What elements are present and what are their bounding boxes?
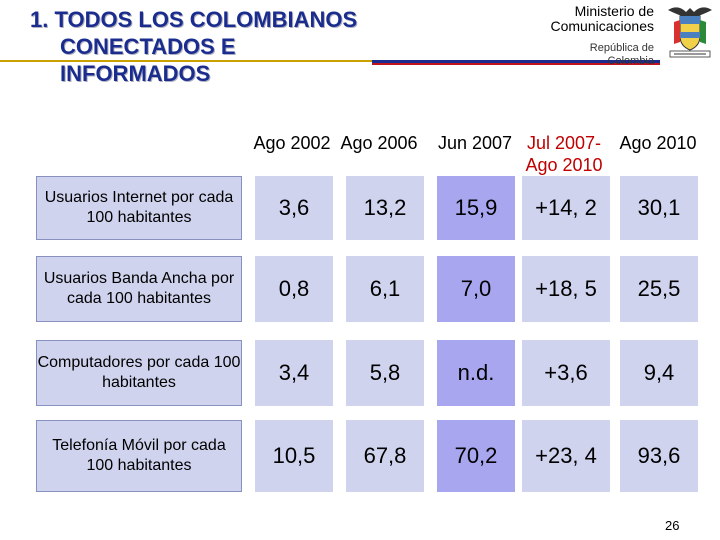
republic-line-2: Colombia bbox=[607, 55, 654, 67]
cell-computers-change: +3,6 bbox=[522, 340, 610, 406]
title-line-3: INFORMADOS bbox=[60, 61, 211, 86]
cell-broadband-ago2010: 25,5 bbox=[620, 256, 698, 322]
divider-gold bbox=[0, 60, 372, 62]
colombia-coat-of-arms-icon bbox=[668, 7, 712, 58]
column-header-5: Ago 2010 bbox=[619, 133, 697, 153]
cell-mobile-jun2007: 70,2 bbox=[437, 420, 515, 492]
cell-internet-ago2002: 3,6 bbox=[255, 176, 333, 240]
ministry-line-1: Ministerio de bbox=[574, 3, 654, 19]
row-label-computers: Computadores por cada 100 habitantes bbox=[36, 340, 242, 406]
row-label-broadband: Usuarios Banda Ancha por cada 100 habita… bbox=[36, 256, 242, 322]
column-header-4: Jul 2007- Ago 2010 bbox=[525, 133, 603, 175]
column-header-1: Ago 2002 bbox=[253, 133, 331, 153]
ministry-name: Ministerio de Comunicaciones bbox=[551, 4, 655, 34]
column-header-3: Jun 2007 bbox=[437, 133, 513, 153]
cell-computers-ago2010: 9,4 bbox=[620, 340, 698, 406]
cell-internet-ago2006: 13,2 bbox=[346, 176, 424, 240]
row-label-internet: Usuarios Internet por cada 100 habitante… bbox=[36, 176, 242, 240]
cell-mobile-change: +23, 4 bbox=[522, 420, 610, 492]
cell-mobile-ago2002: 10,5 bbox=[255, 420, 333, 492]
cell-mobile-ago2010: 93,6 bbox=[620, 420, 698, 492]
cell-mobile-ago2006: 67,8 bbox=[346, 420, 424, 492]
republic-name: República de Colombia bbox=[590, 42, 654, 68]
column-header-2: Ago 2006 bbox=[340, 133, 418, 153]
cell-broadband-ago2002: 0,8 bbox=[255, 256, 333, 322]
cell-broadband-change: +18, 5 bbox=[522, 256, 610, 322]
divider-red bbox=[372, 63, 660, 65]
row-label-mobile: Telefonía Móvil por cada 100 habitantes bbox=[36, 420, 242, 492]
cell-internet-jun2007: 15,9 bbox=[437, 176, 515, 240]
cell-internet-ago2010: 30,1 bbox=[620, 176, 698, 240]
cell-computers-ago2006: 5,8 bbox=[346, 340, 424, 406]
republic-line-1: República de bbox=[589, 42, 654, 54]
cell-internet-change: +14, 2 bbox=[522, 176, 610, 240]
page-number: 26 bbox=[665, 518, 680, 533]
ministry-line-2: Comunicaciones bbox=[550, 18, 655, 34]
title-line-1: 1. TODOS LOS COLOMBIANOS bbox=[30, 7, 358, 32]
title-line-2: CONECTADOS E bbox=[60, 34, 236, 59]
divider-blue bbox=[372, 60, 660, 63]
slide-title: 1. TODOS LOS COLOMBIANOS CONECTADOS E IN… bbox=[30, 6, 470, 87]
cell-computers-jun2007: n.d. bbox=[437, 340, 515, 406]
cell-broadband-jun2007: 7,0 bbox=[437, 256, 515, 322]
cell-broadband-ago2006: 6,1 bbox=[346, 256, 424, 322]
cell-computers-ago2002: 3,4 bbox=[255, 340, 333, 406]
